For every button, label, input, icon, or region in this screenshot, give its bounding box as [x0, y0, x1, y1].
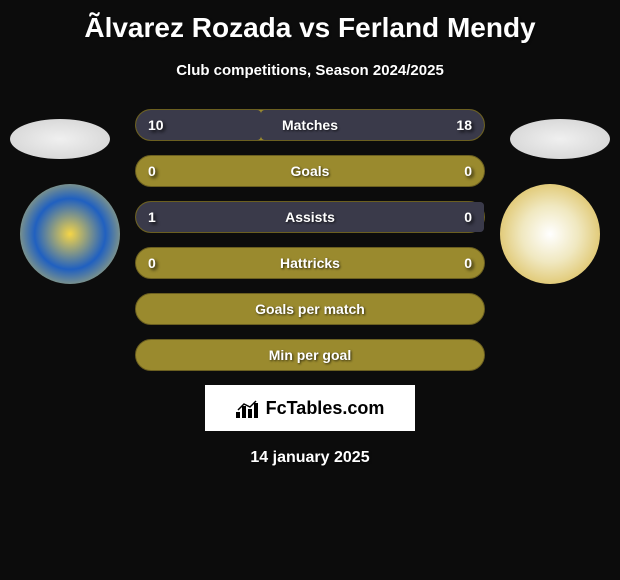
stat-label: Hattricks	[280, 255, 340, 271]
stat-label: Goals	[291, 163, 330, 179]
stat-value-left: 0	[148, 163, 156, 179]
comparison-container: 10 Matches 18 0 Goals 0 1 Assists 0 0 Ha…	[0, 109, 620, 467]
stat-row-assists: 1 Assists 0	[135, 201, 485, 233]
stat-row-min-per-goal: Min per goal	[135, 339, 485, 371]
stat-label: Assists	[285, 209, 335, 225]
player2-photo	[510, 119, 610, 159]
stat-value-left: 10	[148, 117, 164, 133]
stat-value-left: 0	[148, 255, 156, 271]
player1-club-logo	[20, 184, 120, 284]
stat-value-right: 0	[464, 255, 472, 271]
stat-value-left: 1	[148, 209, 156, 225]
stat-row-hattricks: 0 Hattricks 0	[135, 247, 485, 279]
brand-text: FcTables.com	[266, 398, 385, 419]
date-text: 14 january 2025	[0, 449, 620, 467]
stat-row-goals-per-match: Goals per match	[135, 293, 485, 325]
brand-chart-icon	[236, 398, 260, 418]
stats-list: 10 Matches 18 0 Goals 0 1 Assists 0 0 Ha…	[135, 109, 485, 371]
stat-row-goals: 0 Goals 0	[135, 155, 485, 187]
stat-value-right: 0	[464, 209, 472, 225]
stat-value-right: 18	[456, 117, 472, 133]
page-subtitle: Club competitions, Season 2024/2025	[0, 62, 620, 79]
stat-row-matches: 10 Matches 18	[135, 109, 485, 141]
stat-label: Matches	[282, 117, 338, 133]
brand-box[interactable]: FcTables.com	[205, 385, 415, 431]
player2-club-logo	[500, 184, 600, 284]
player1-photo	[10, 119, 110, 159]
stat-value-right: 0	[464, 163, 472, 179]
stat-label: Min per goal	[269, 347, 351, 363]
page-title: Ãlvarez Rozada vs Ferland Mendy	[0, 0, 620, 44]
stat-label: Goals per match	[255, 301, 365, 317]
